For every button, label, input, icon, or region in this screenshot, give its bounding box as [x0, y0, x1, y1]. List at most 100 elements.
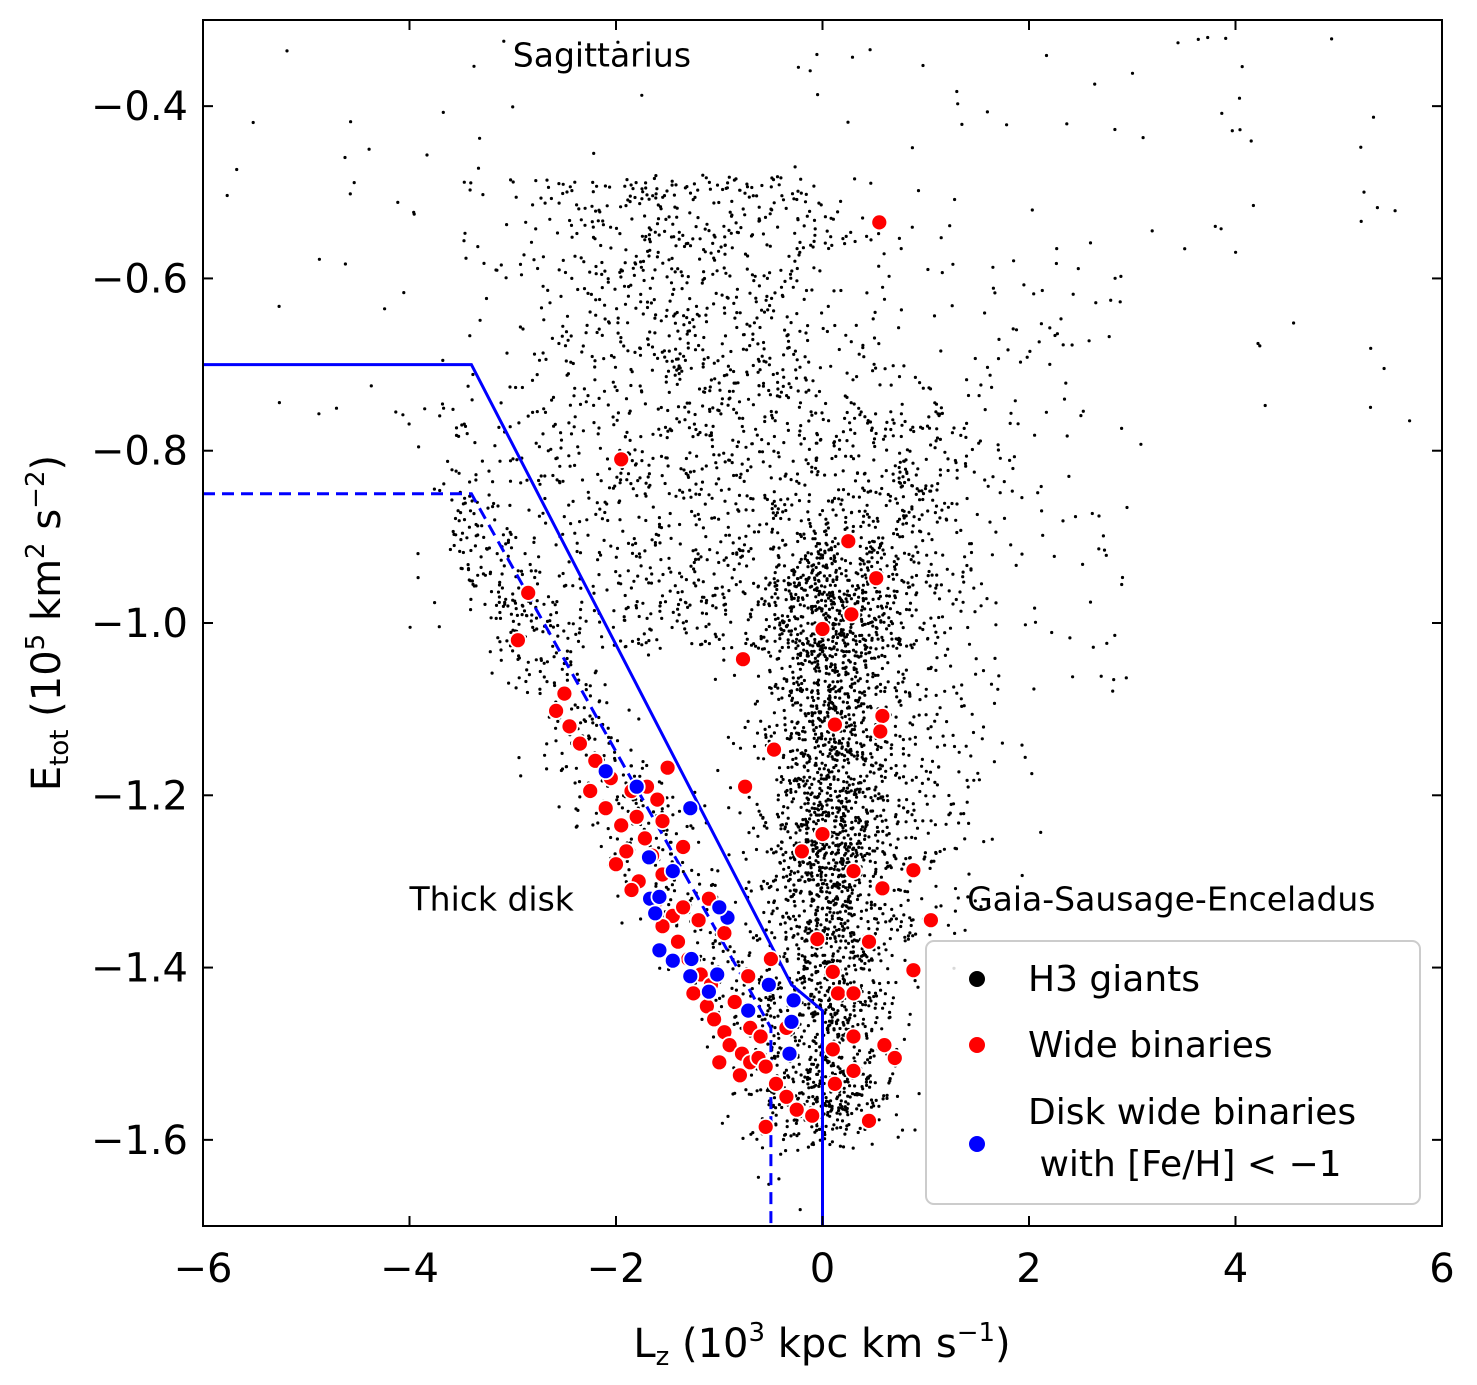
wide-binary-point	[586, 751, 605, 770]
disk-wide-binary-point	[780, 1044, 799, 1063]
x-tick-label: −6	[174, 1246, 233, 1292]
wide-binary-point	[674, 838, 692, 856]
wide-binary-point	[756, 1118, 775, 1136]
wide-binary-point	[734, 650, 752, 669]
disk-wide-binary-point	[640, 848, 658, 867]
wide-binary-point	[710, 1053, 729, 1072]
disk-wide-binary-point	[700, 982, 718, 1001]
wide-binary-point	[607, 855, 625, 874]
wide-binary-point	[803, 1106, 822, 1125]
wide-binary-point	[765, 740, 783, 759]
disk-wide-binary-point	[739, 1001, 758, 1020]
wide-binary-point	[684, 984, 703, 1003]
wide-binary-point	[875, 1036, 894, 1054]
wide-binary-point	[617, 842, 636, 861]
x-axis-label: Lz (103 kpc km s−1)	[633, 1318, 1010, 1372]
y-tick-label: −1.6	[91, 1118, 188, 1164]
wide-binary-point	[739, 967, 758, 986]
y-tick-label: −0.4	[91, 84, 188, 130]
x-tick-label: 2	[1016, 1246, 1041, 1292]
wide-binary-point	[808, 930, 827, 948]
wide-binary-point	[904, 961, 923, 980]
wide-binary-point	[860, 1112, 878, 1130]
wide-binary-point	[839, 532, 858, 551]
wide-binary-point	[636, 829, 654, 848]
wide-binary-point	[756, 1057, 775, 1076]
y-tick-label: −1.0	[91, 601, 188, 647]
wide-binary-point	[731, 1066, 749, 1085]
wide-binary-point	[844, 862, 863, 880]
wide-binary-point	[813, 825, 832, 843]
wide-binary-point	[787, 1100, 806, 1119]
disk-wide-binary-point	[681, 967, 700, 986]
wide-binaries-series	[509, 213, 940, 1136]
wide-binary-point	[581, 782, 600, 800]
wide-binary-point	[813, 620, 832, 638]
legend-marker-h3-giants	[969, 971, 985, 987]
wide-binary-point	[519, 584, 538, 602]
wide-binary-point	[689, 911, 708, 930]
wide-binary-point	[870, 213, 889, 232]
disk-wide-binary-point	[650, 941, 669, 960]
x-tick-label: 6	[1429, 1246, 1454, 1292]
wide-binary-point	[720, 1036, 739, 1054]
wide-binary-point	[571, 734, 589, 753]
legend-marker-wide-binaries	[969, 1037, 985, 1053]
wide-binary-point	[767, 1075, 785, 1093]
wide-binary-point	[560, 717, 579, 736]
wide-binary-point	[509, 631, 527, 650]
wide-binary-point	[842, 605, 861, 624]
axis-ticks: −6 −4 −2 0 2 4 6 −1.6 −1.4 −1.2 −1.0 −0.8 −0.6 −0.4	[91, 20, 1455, 1292]
wide-binary-point	[715, 924, 734, 942]
disk-wide-binary-point	[784, 991, 803, 1010]
disk-wide-binary-point	[663, 862, 682, 880]
wide-binary-point	[873, 707, 892, 725]
wide-binary-point	[777, 1087, 796, 1106]
wide-binary-point	[922, 911, 940, 930]
disk-wide-binary-point	[710, 898, 729, 917]
y-tick-label: −1.2	[91, 773, 188, 819]
disk-wide-binary-point	[663, 951, 682, 970]
legend-label-disk-wide-binaries-line2: with [Fe/H] < −1	[1028, 1144, 1342, 1185]
wide-binary-point	[547, 702, 565, 720]
y-axis-label: Etot (105 km2 s−2)	[21, 455, 75, 791]
wide-binary-point	[612, 816, 631, 835]
wide-binary-point	[823, 1040, 842, 1059]
x-tick-label: 4	[1223, 1246, 1248, 1292]
wide-binary-point	[873, 879, 892, 898]
disk-wide-binaries-series	[596, 762, 803, 1063]
wide-binary-point	[793, 842, 811, 861]
y-tick-label: −0.6	[91, 256, 188, 302]
annotation-label: Gaia-Sausage-Enceladus	[967, 880, 1375, 919]
wide-binary-point	[762, 950, 780, 968]
annotations: Sagittarius Thick disk Gaia-Sausage-Encela…	[409, 36, 1376, 919]
legend-label-h3-giants: H3 giants	[1028, 959, 1200, 1000]
wide-binary-point	[653, 812, 672, 830]
wide-binary-point	[844, 984, 863, 1003]
disk-wide-binary-point	[650, 888, 669, 906]
wide-binary-point	[622, 881, 641, 899]
wide-binary-point	[871, 722, 890, 741]
legend: H3 giants Wide binaries Disk wide binari…	[925, 940, 1421, 1205]
wide-binary-point	[860, 932, 878, 951]
wide-binary-point	[826, 1075, 844, 1093]
wide-binary-point	[904, 861, 923, 880]
annotation-label: Thick disk	[409, 880, 575, 919]
x-tick-label: −4	[380, 1246, 439, 1292]
wide-binary-point	[751, 1027, 770, 1046]
legend-label-wide-binaries: Wide binaries	[1028, 1025, 1273, 1066]
y-tick-label: −1.4	[91, 946, 188, 992]
wide-binary-point	[736, 777, 754, 796]
wide-binary-point	[627, 807, 646, 826]
legend-box	[925, 940, 1421, 1205]
disk-wide-binary-point	[681, 799, 700, 818]
solid-boundary	[203, 363, 824, 1226]
wide-binary-point	[844, 1062, 863, 1080]
wide-binary-point	[867, 569, 886, 588]
wide-binary-point	[829, 984, 847, 1003]
legend-marker-disk-wide-binaries	[969, 1136, 985, 1152]
legend-label-disk-wide-binaries: Disk wide binaries	[1028, 1092, 1356, 1133]
wide-binary-point	[596, 799, 615, 818]
disk-wide-binary-point	[646, 904, 665, 923]
